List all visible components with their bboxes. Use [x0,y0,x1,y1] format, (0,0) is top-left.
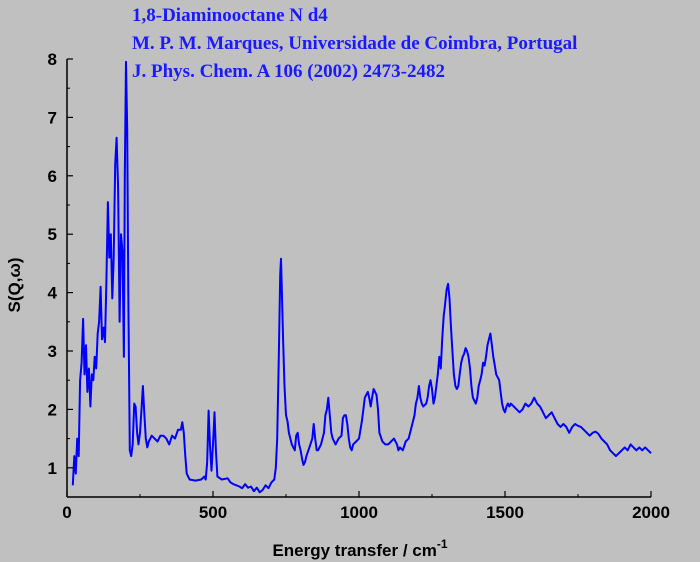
title-line-3: J. Phys. Chem. A 106 (2002) 2473-2482 [132,61,445,82]
chart-title: 1,8-Diaminooctane N d4 M. P. M. Marques,… [132,5,577,82]
y-axis-label: S(Q,ω) [5,258,24,313]
y-tick-label: 6 [48,167,57,186]
spectrum-series-line [71,60,652,494]
y-tick-label: 4 [48,284,58,303]
x-axis-label-sup: -1 [437,537,448,551]
x-tick-label: 1000 [340,503,378,522]
y-tick-label: 8 [48,50,57,69]
y-tick-label: 7 [48,108,57,127]
x-tick-label: 0 [62,503,71,522]
y-tick-label: 2 [48,400,57,419]
y-tick-label: 1 [48,459,57,478]
plot-area [71,60,652,494]
y-tick-label: 3 [48,342,57,361]
x-tick-label: 500 [199,503,227,522]
x-tick-label: 1500 [486,503,524,522]
y-tick-label: 5 [48,225,57,244]
x-axis-label-text: Energy transfer / cm [272,541,436,560]
title-line-1: 1,8-Diaminooctane N d4 [132,5,328,26]
y-axis-ticks: 1 2 3 4 5 6 7 8 [48,50,73,478]
title-line-2: M. P. M. Marques, Universidade de Coimbr… [132,33,577,54]
x-tick-label: 2000 [632,503,670,522]
x-axis-label: Energy transfer / cm-1 [272,537,447,560]
x-axis-ticks: 0 500 1000 1500 2000 [62,491,670,522]
